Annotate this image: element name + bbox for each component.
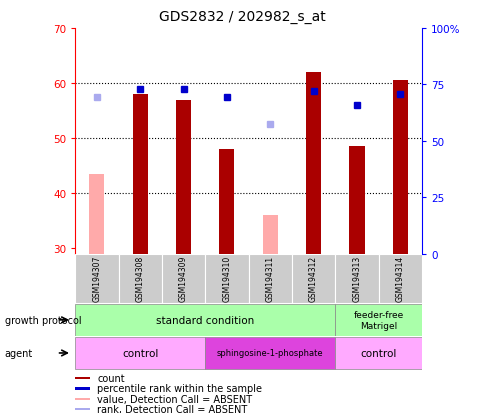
Bar — [334, 337, 421, 369]
Bar — [205, 254, 248, 304]
Text: GSM194307: GSM194307 — [92, 256, 101, 302]
Text: GSM194311: GSM194311 — [265, 256, 274, 301]
Bar — [75, 408, 90, 411]
Text: control: control — [360, 348, 396, 358]
Text: standard condition: standard condition — [156, 315, 254, 325]
Bar — [75, 398, 90, 400]
Text: GSM194313: GSM194313 — [352, 256, 361, 301]
Bar — [392, 81, 407, 254]
Bar — [378, 254, 421, 304]
Bar — [75, 254, 118, 304]
Bar — [89, 174, 104, 254]
Text: GSM194312: GSM194312 — [308, 256, 318, 301]
Bar — [262, 216, 277, 254]
Text: control: control — [122, 348, 158, 358]
Bar — [75, 377, 90, 379]
Text: agent: agent — [5, 348, 33, 358]
Text: value, Detection Call = ABSENT: value, Detection Call = ABSENT — [97, 394, 252, 404]
Text: sphingosine-1-phosphate: sphingosine-1-phosphate — [216, 349, 323, 358]
Bar — [75, 387, 90, 389]
Bar — [219, 150, 234, 254]
Text: GSM194308: GSM194308 — [136, 256, 144, 301]
Bar — [334, 304, 421, 336]
Bar — [291, 254, 334, 304]
Text: GDS2832 / 202982_s_at: GDS2832 / 202982_s_at — [159, 10, 325, 24]
Text: GSM194309: GSM194309 — [179, 256, 188, 302]
Text: rank, Detection Call = ABSENT: rank, Detection Call = ABSENT — [97, 404, 247, 413]
Bar — [75, 337, 205, 369]
Text: feeder-free
Matrigel: feeder-free Matrigel — [353, 311, 403, 330]
Text: percentile rank within the sample: percentile rank within the sample — [97, 383, 261, 393]
Bar — [132, 95, 148, 254]
Bar — [118, 254, 162, 304]
Bar — [205, 337, 334, 369]
Bar — [176, 100, 191, 254]
Text: GSM194314: GSM194314 — [395, 256, 404, 301]
Bar — [162, 254, 205, 304]
Text: count: count — [97, 373, 124, 383]
Bar — [348, 147, 364, 254]
Bar — [334, 254, 378, 304]
Bar — [248, 254, 291, 304]
Text: GSM194310: GSM194310 — [222, 256, 231, 301]
Bar — [75, 304, 334, 336]
Bar — [305, 73, 320, 254]
Text: growth protocol: growth protocol — [5, 315, 81, 325]
